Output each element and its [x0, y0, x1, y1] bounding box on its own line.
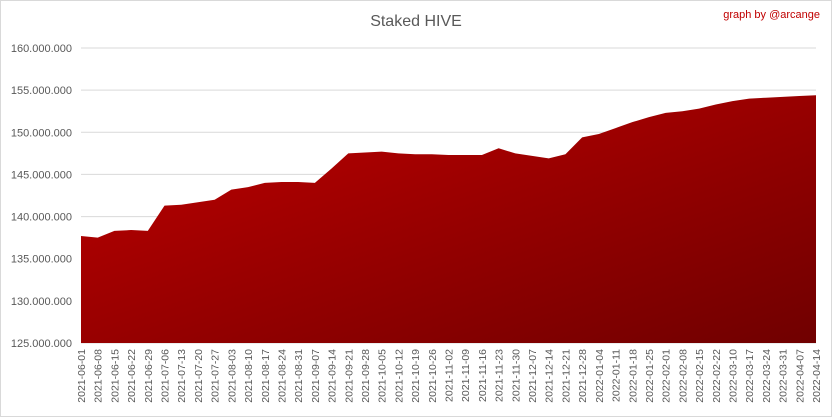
annotation: graph by @arcange	[723, 9, 820, 21]
y-tick-label: 135.000.000	[11, 254, 72, 266]
x-tick-label: 2021-10-26	[427, 349, 439, 403]
x-tick-label: 2021-11-23	[494, 349, 506, 402]
x-tick-label: 2022-01-18	[627, 349, 639, 403]
x-tick-label: 2021-12-07	[527, 349, 539, 403]
y-tick-label: 145.000.000	[11, 169, 72, 181]
x-tick-label: 2022-01-11	[611, 349, 623, 402]
area	[81, 95, 816, 343]
x-tick-label: 2022-03-31	[778, 349, 790, 403]
x-tick-label: 2021-08-03	[226, 349, 238, 403]
x-tick-label: 2021-07-06	[160, 349, 172, 403]
x-tick-label: 2021-08-31	[293, 349, 305, 403]
y-tick-label: 160.000.000	[11, 43, 72, 55]
x-tick-label: 2021-10-19	[410, 349, 422, 403]
y-tick-label: 125.000.000	[11, 338, 72, 350]
x-tick-label: 2021-12-28	[577, 349, 589, 403]
x-tick-label: 2022-03-24	[761, 349, 773, 403]
x-tick-label: 2021-07-13	[176, 349, 188, 403]
x-tick-label: 2021-06-22	[126, 349, 138, 403]
x-tick-label: 2022-02-01	[661, 349, 673, 403]
x-tick-label: 2021-06-15	[109, 349, 121, 403]
x-tick-label: 2021-08-24	[276, 349, 288, 403]
x-tick-label: 2022-01-25	[644, 349, 656, 403]
x-tick-label: 2022-02-08	[677, 349, 689, 403]
y-tick-label: 155.000.000	[11, 85, 72, 97]
y-tick-label: 140.000.000	[11, 212, 72, 224]
x-tick-label: 2021-06-29	[143, 349, 155, 403]
x-tick-label: 2021-06-08	[93, 349, 105, 403]
x-tick-label: 2021-08-17	[260, 349, 272, 403]
y-tick-label: 150.000.000	[11, 127, 72, 139]
x-tick-label: 2021-12-21	[560, 349, 572, 403]
x-tick-label: 2021-09-07	[310, 349, 322, 403]
x-tick-label: 2021-09-21	[343, 349, 355, 403]
x-tick-label: 2022-03-17	[744, 349, 756, 403]
x-tick-label: 2021-09-14	[327, 349, 339, 403]
x-tick-label: 2021-07-27	[210, 349, 222, 403]
x-tick-label: 2021-11-16	[477, 349, 489, 402]
x-tick-label: 2021-10-12	[393, 349, 405, 403]
x-tick-label: 2021-07-20	[193, 349, 205, 403]
x-tick-label: 2022-04-14	[811, 349, 823, 403]
x-tick-label: 2021-11-09	[460, 349, 472, 402]
x-tick-label: 2022-03-10	[727, 349, 739, 403]
x-tick-label: 2021-08-10	[243, 349, 255, 403]
x-tick-label: 2021-12-14	[544, 349, 556, 403]
x-tick-label: 2022-02-15	[694, 349, 706, 403]
x-tick-label: 2022-01-04	[594, 349, 606, 403]
x-tick-label: 2021-10-05	[377, 349, 389, 403]
y-tick-label: 130.000.000	[11, 296, 72, 308]
x-tick-label: 2021-09-28	[360, 349, 372, 403]
x-tick-label: 2021-11-30	[510, 349, 522, 402]
x-tick-label: 2022-04-07	[794, 349, 806, 403]
chart-title: Staked HIVE	[370, 13, 462, 30]
x-tick-label: 2022-02-22	[711, 349, 723, 403]
x-tick-label: 2021-11-02	[444, 349, 456, 402]
x-tick-label: 2021-06-01	[76, 349, 88, 403]
